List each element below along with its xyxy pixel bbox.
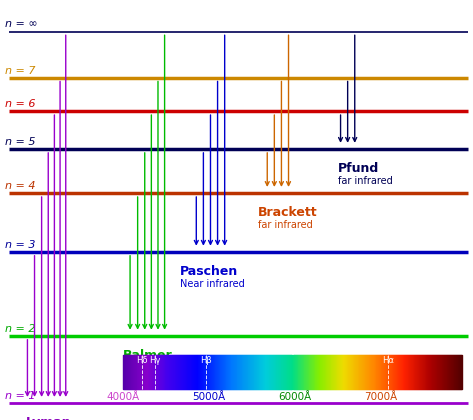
- Text: n = 1: n = 1: [5, 391, 35, 401]
- Text: far infrared: far infrared: [338, 176, 393, 186]
- Text: 4000Å: 4000Å: [106, 392, 140, 402]
- Text: 7000Å: 7000Å: [364, 392, 397, 402]
- Text: 5000Å: 5000Å: [193, 392, 226, 402]
- Text: Paschen: Paschen: [180, 265, 238, 278]
- Text: n = 3: n = 3: [5, 240, 35, 250]
- Text: Hγ: Hγ: [149, 356, 161, 365]
- Text: Visible region: Visible region: [123, 363, 189, 373]
- Text: n = 4: n = 4: [5, 181, 35, 191]
- Text: 6000Å: 6000Å: [278, 392, 311, 402]
- Text: n = 5: n = 5: [5, 137, 35, 147]
- Text: Hδ: Hδ: [136, 356, 147, 365]
- Text: n = 7: n = 7: [5, 66, 35, 76]
- Text: n = 2: n = 2: [5, 324, 35, 334]
- Text: Brackett: Brackett: [258, 206, 317, 219]
- Text: Pfund: Pfund: [338, 162, 379, 175]
- Text: n = 6: n = 6: [5, 99, 35, 109]
- Text: n = ∞: n = ∞: [5, 19, 37, 29]
- Text: Hα: Hα: [383, 356, 394, 365]
- Text: Balmer: Balmer: [123, 349, 173, 362]
- Text: Hβ: Hβ: [200, 356, 212, 365]
- Text: Lyman: Lyman: [26, 416, 71, 420]
- Text: Near infrared: Near infrared: [180, 279, 245, 289]
- Text: far infrared: far infrared: [258, 220, 313, 231]
